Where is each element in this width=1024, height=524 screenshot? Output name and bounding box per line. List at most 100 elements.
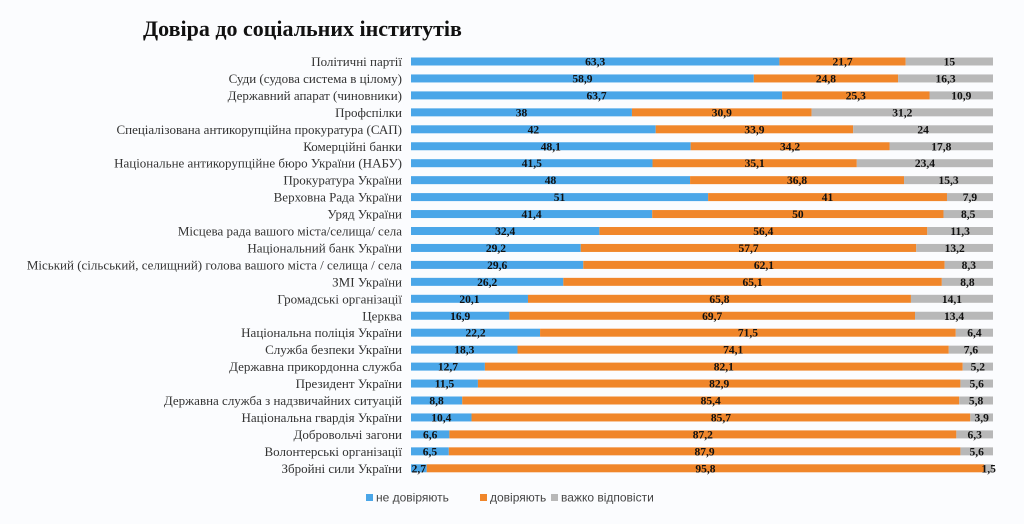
- category-label: Спеціалізована антикорупційна прокуратур…: [116, 122, 402, 137]
- category-label: Державна служба з надзвичайних ситуацій: [164, 393, 402, 408]
- data-label: 5,6: [970, 379, 985, 391]
- data-label: 82,1: [714, 362, 734, 374]
- data-label: 87,2: [693, 429, 713, 441]
- bar-segment: [411, 74, 754, 83]
- data-label: 17,8: [931, 141, 951, 153]
- data-label: 34,2: [780, 141, 800, 153]
- data-label: 7,6: [964, 345, 979, 357]
- data-label: 18,3: [454, 345, 474, 357]
- data-label: 10,9: [951, 90, 971, 102]
- category-label: Церква: [362, 308, 402, 323]
- category-label: Профспілки: [335, 105, 402, 120]
- data-label: 26,2: [477, 277, 497, 289]
- legend-swatch: [480, 494, 487, 501]
- legend-label: не довіряють: [376, 491, 449, 505]
- bar-segment: [527, 294, 911, 303]
- category-label: Політичні партії: [311, 54, 402, 69]
- bar-segment: [411, 277, 564, 286]
- data-label: 6,3: [968, 429, 983, 441]
- bar-segment: [944, 260, 993, 269]
- data-label: 11,3: [950, 226, 970, 238]
- bar-segment: [927, 227, 993, 235]
- bar-segment: [889, 142, 993, 151]
- bar-segment: [583, 260, 945, 269]
- data-label: 29,6: [487, 260, 507, 272]
- bar-segment: [904, 176, 993, 185]
- bar-segment: [462, 396, 960, 405]
- bar-segment: [631, 108, 812, 117]
- legend: не довіряють довіряють важко відповісти: [366, 491, 654, 505]
- data-label: 16,9: [450, 311, 470, 323]
- data-label: 36,8: [787, 175, 807, 187]
- bar-segment: [411, 125, 656, 134]
- data-label: 29,2: [486, 243, 506, 255]
- data-label: 12,7: [438, 362, 458, 374]
- bar-segment: [411, 57, 780, 66]
- data-label: 8,5: [961, 209, 976, 221]
- bar-segment: [411, 311, 510, 320]
- legend-label: важко відповісти: [561, 491, 654, 505]
- data-label: 41,5: [522, 158, 542, 170]
- data-label: 41,4: [522, 209, 542, 221]
- data-label: 8,8: [960, 277, 975, 289]
- data-label: 3,9: [974, 412, 989, 424]
- data-label: 7,9: [963, 192, 978, 204]
- bars: [411, 57, 993, 473]
- bar-segment: [448, 447, 961, 456]
- data-label: 65,1: [743, 277, 763, 289]
- data-label: 48,1: [541, 141, 561, 153]
- data-label: 10,4: [431, 412, 451, 424]
- data-label: 13,2: [945, 243, 965, 255]
- bar-segment: [915, 311, 993, 320]
- category-label: Комерційні банки: [303, 139, 402, 154]
- bar-segment: [411, 464, 427, 473]
- bar-segment: [962, 362, 993, 371]
- bar-segment: [690, 176, 905, 185]
- category-label: Місцева рада вашого міста/селища/ села: [178, 224, 402, 239]
- bar-segment: [652, 159, 857, 168]
- category-label: Державна прикордонна служба: [229, 359, 402, 374]
- bar-segment: [652, 210, 944, 219]
- bar-segment: [853, 125, 993, 134]
- category-label: Міський (сільський, селищний) голова ваш…: [27, 257, 402, 272]
- data-label: 13,4: [944, 311, 964, 323]
- data-label: 2,7: [412, 463, 427, 475]
- data-label: 82,9: [709, 379, 729, 391]
- bar-segment: [477, 379, 961, 388]
- category-label: Національний банк України: [247, 240, 402, 255]
- data-label: 85,7: [711, 412, 731, 424]
- data-label: 6,4: [967, 328, 982, 340]
- data-label: 41: [822, 192, 834, 204]
- value-labels: 63,3 21,7 15 58,9 24,8 16,3 63,7 25,3 10,9 38 30,9…: [412, 57, 996, 476]
- chart-title: Довіра до соціальних інститутів: [143, 16, 462, 41]
- bar-segment: [898, 74, 993, 83]
- legend-label: довіряють: [490, 491, 546, 505]
- category-label: Президент України: [296, 376, 402, 391]
- data-label: 63,3: [585, 57, 605, 69]
- bar-segment: [411, 243, 581, 252]
- data-label: 22,2: [465, 328, 485, 340]
- category-label: Національна гвардія України: [242, 410, 403, 425]
- bar-segment: [948, 345, 993, 354]
- category-label: Прокуратура України: [283, 173, 402, 188]
- bar-segment: [411, 294, 528, 303]
- bar-segment: [411, 396, 463, 405]
- data-label: 85,4: [701, 396, 721, 408]
- data-label: 24: [917, 124, 929, 136]
- data-label: 58,9: [572, 73, 592, 85]
- data-label: 51: [554, 192, 566, 204]
- data-label: 74,1: [723, 345, 743, 357]
- bar-segment: [540, 328, 956, 337]
- data-label: 24,8: [816, 73, 836, 85]
- data-label: 15,3: [938, 175, 958, 187]
- bar-segment: [411, 159, 653, 168]
- category-labels: Політичні партії Суди (судова система в ц…: [27, 54, 403, 476]
- data-label: 25,3: [846, 90, 866, 102]
- data-label: 14,1: [942, 294, 962, 306]
- bar-segment: [655, 125, 854, 134]
- data-label: 23,4: [915, 158, 935, 170]
- bar-segment: [517, 345, 949, 354]
- data-label: 33,9: [744, 124, 764, 136]
- bar-segment: [411, 413, 472, 422]
